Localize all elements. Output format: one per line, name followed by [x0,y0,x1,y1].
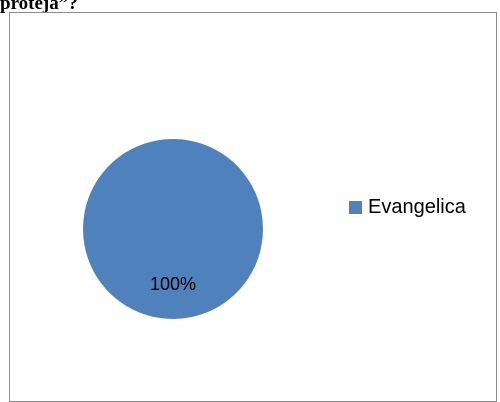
legend-label-evangelica: Evangelica [368,195,466,219]
pie-data-labels: 100% [150,274,196,294]
chart-legend: Evangelica [349,195,466,219]
data-label-evangelica: 100% [150,274,196,294]
legend-swatch-evangelica [349,201,362,214]
